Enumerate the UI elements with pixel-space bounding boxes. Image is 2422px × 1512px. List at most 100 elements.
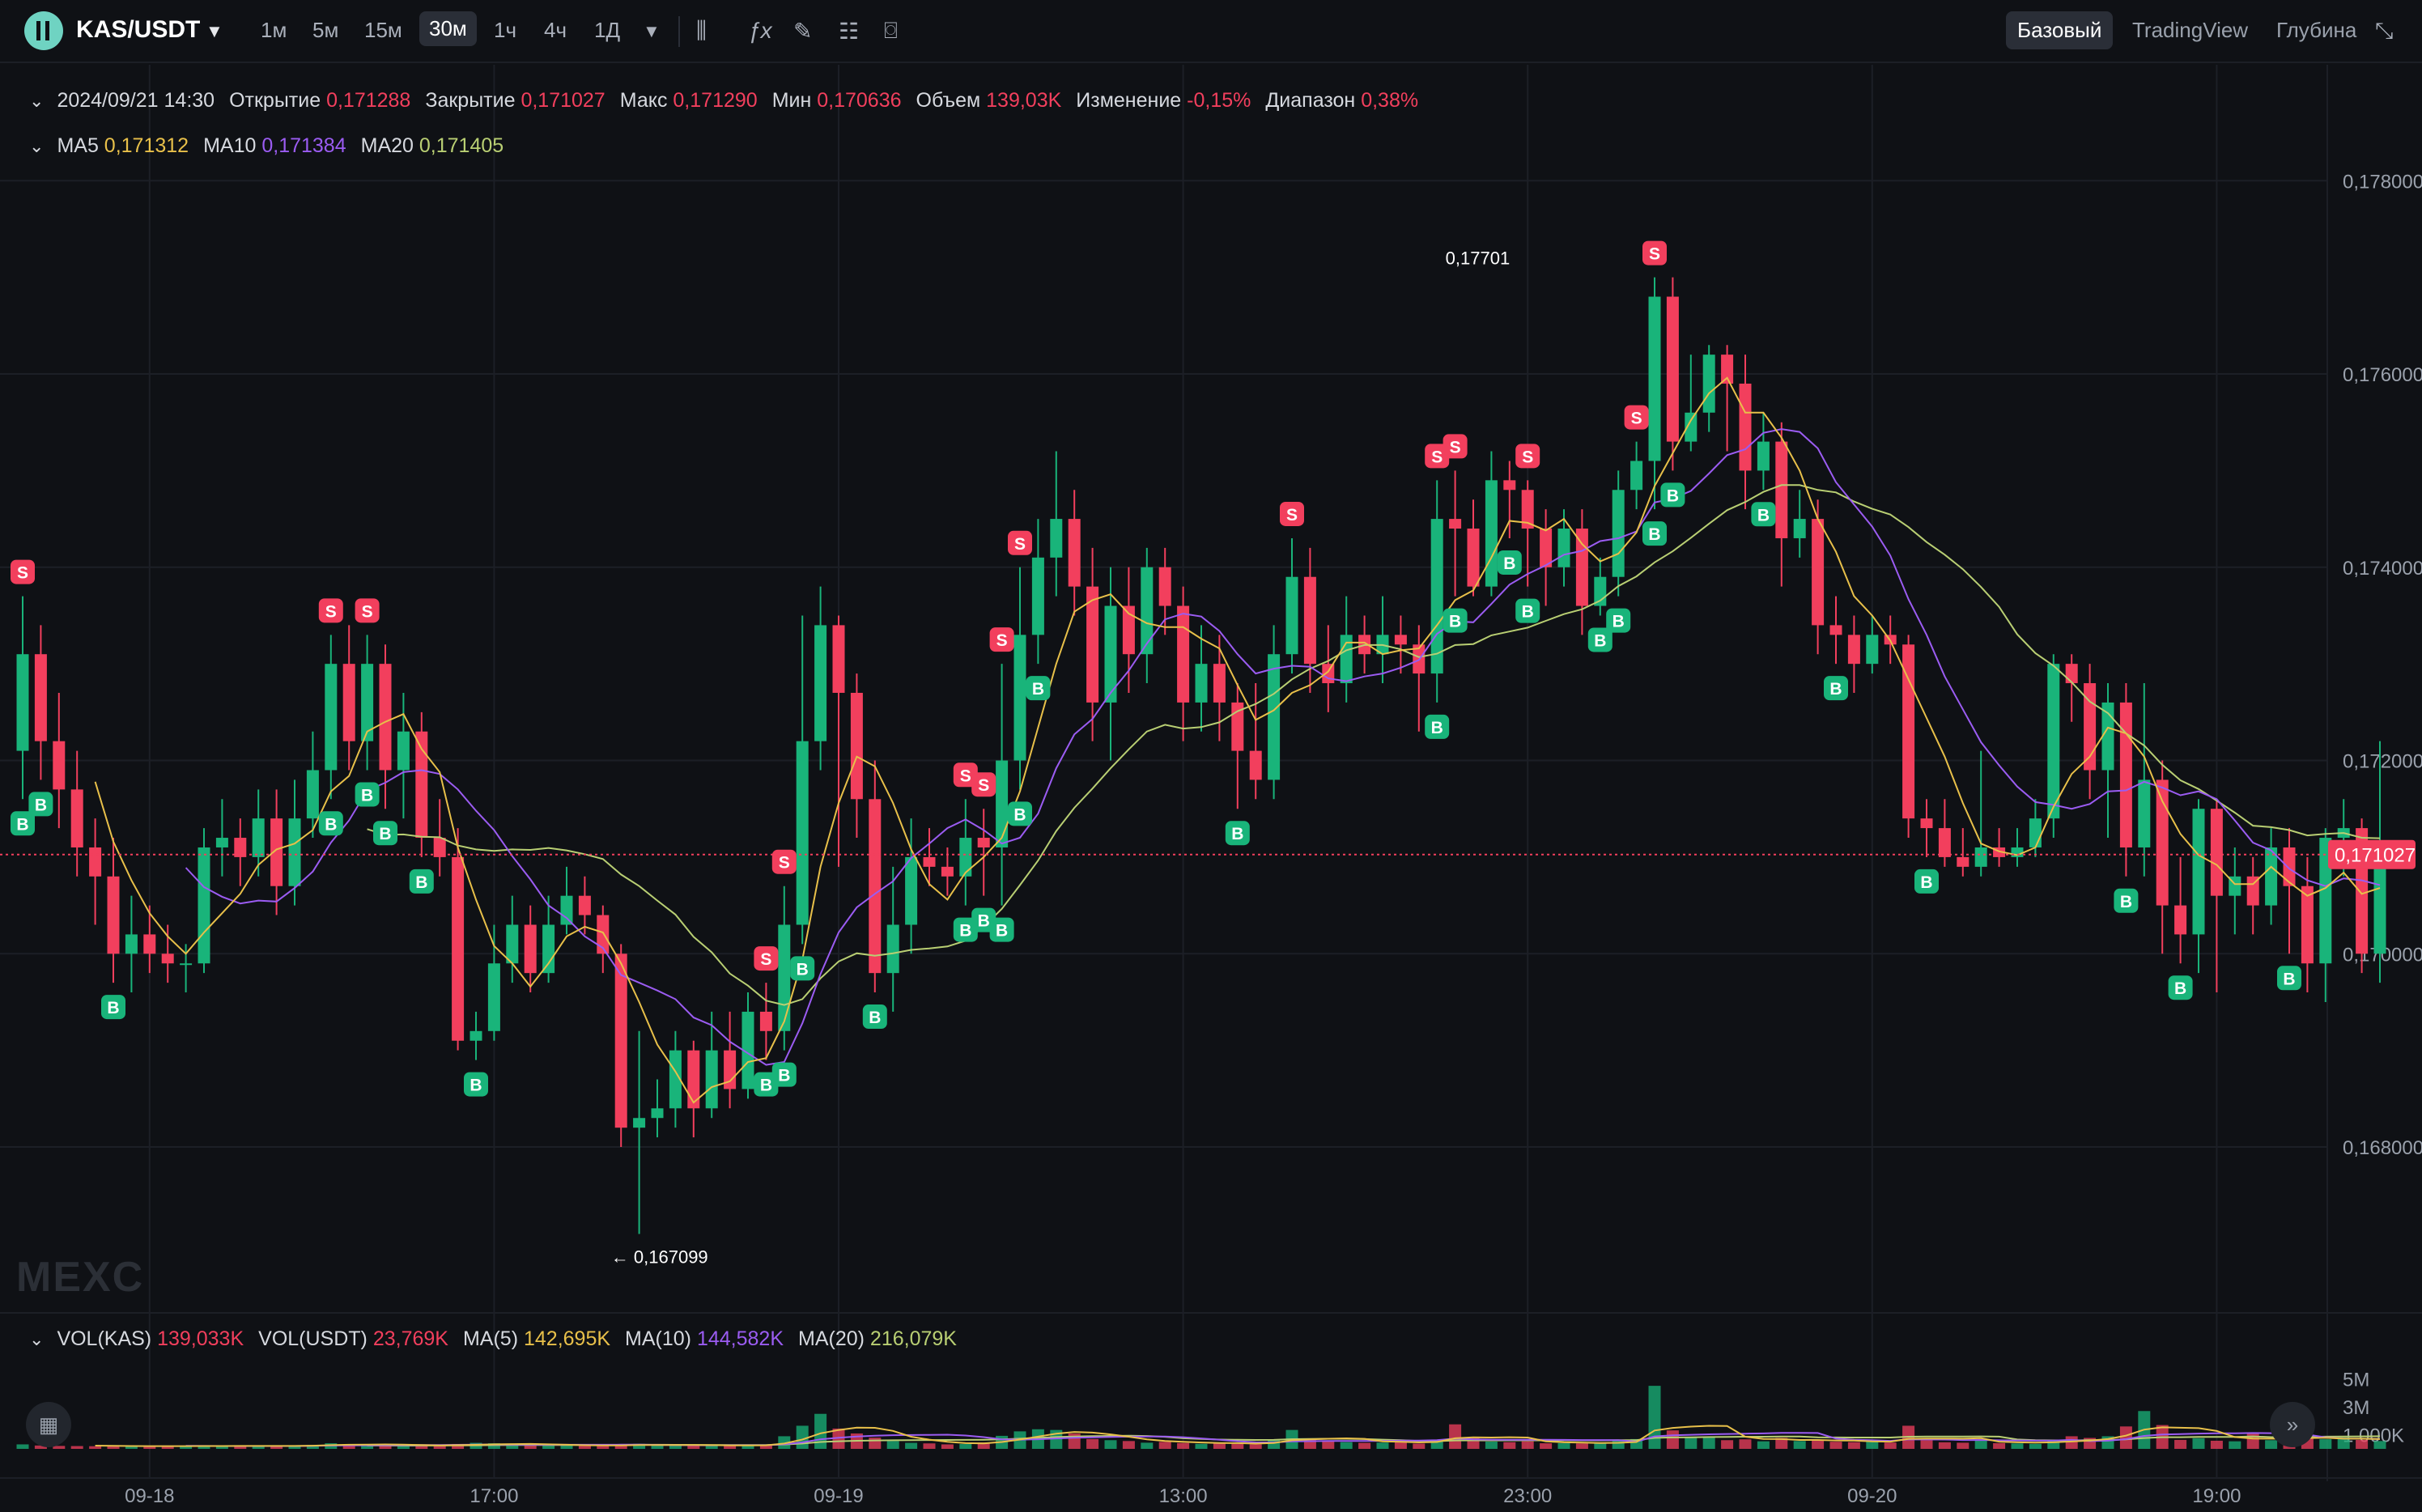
candle — [2319, 838, 2332, 964]
candle — [1974, 847, 1987, 867]
timeframe-1m[interactable]: 1м — [261, 18, 287, 42]
buy-signal-badge — [1497, 550, 1522, 575]
volume-bar — [905, 1442, 918, 1449]
collapse-chevron-icon[interactable]: ⌄ — [29, 136, 45, 156]
volume-bar — [198, 1445, 210, 1449]
volume-bar — [1485, 1442, 1498, 1449]
timeframe-4h[interactable]: 4ч — [544, 18, 567, 42]
volume-bar — [1141, 1442, 1154, 1449]
candle — [234, 838, 247, 857]
signal-badge-label: S — [978, 776, 989, 795]
timeframe-more-icon[interactable]: ▼ — [643, 21, 661, 41]
calendar-icon[interactable]: ▦ — [26, 1402, 71, 1447]
candle — [1503, 480, 1516, 491]
volume-bar — [669, 1446, 682, 1449]
collapse-chevron-icon[interactable]: ⌄ — [29, 91, 45, 111]
candle — [125, 934, 138, 954]
view-depth-button[interactable]: Глубина — [2276, 18, 2357, 42]
candle — [941, 866, 954, 877]
close-value: 0,171027 — [521, 89, 606, 112]
time-tick-label: 13:00 — [1159, 1485, 1208, 1507]
signal-badge-label: B — [1757, 506, 1770, 525]
scroll-right-icon[interactable]: » — [2270, 1402, 2315, 1447]
volume-bar — [107, 1446, 120, 1449]
change-value: -0,15% — [1187, 89, 1251, 112]
candle — [452, 856, 465, 1041]
volume-bar — [1974, 1440, 1987, 1449]
fx-indicator-icon[interactable]: ƒx — [748, 18, 772, 43]
candle — [2047, 664, 2060, 819]
volume-bar — [70, 1446, 83, 1449]
buy-signal-badge — [1587, 627, 1613, 652]
view-basic-button[interactable]: Базовый — [2006, 11, 2114, 49]
timeframe-1h[interactable]: 1ч — [494, 18, 517, 42]
timeframe-1d[interactable]: 1Д — [594, 18, 621, 42]
high-price-annotation: 0,17701 — [1446, 248, 1511, 269]
volume-bar — [34, 1445, 47, 1449]
volume-bar — [487, 1443, 500, 1449]
volume-bar — [1195, 1443, 1208, 1449]
volume-bar — [977, 1442, 990, 1449]
signal-badge-label: B — [1522, 603, 1534, 622]
sell-signal-badge — [1515, 444, 1540, 469]
chevron-down-icon[interactable]: ▼ — [206, 21, 223, 41]
candle — [143, 934, 156, 954]
pencil-icon[interactable]: ✎ — [793, 19, 813, 44]
candle — [2084, 683, 2097, 771]
volume-bar — [1231, 1443, 1244, 1449]
signal-badge-label: B — [107, 999, 119, 1017]
timeframe-15m[interactable]: 15м — [364, 18, 402, 42]
volume-bar — [1540, 1443, 1553, 1449]
volume-bar — [89, 1446, 102, 1449]
volume-bar — [180, 1446, 193, 1449]
top-toolbar: KAS/USDT ▼ 1м 5м 15м 30м 1ч 4ч 1Д ▼ ⫼ ƒx… — [0, 0, 2422, 63]
camera-icon[interactable]: ⌼ — [884, 18, 898, 43]
signal-badge-label: B — [1431, 719, 1443, 737]
vol-kas-value: 139,033K — [157, 1327, 244, 1350]
candle — [1485, 480, 1498, 587]
ma-legend: ⌄ MA5 0,171312 MA10 0,171384 MA20 0,171405 — [29, 134, 504, 158]
signal-badge-label: S — [960, 767, 971, 785]
volume-bar — [1721, 1440, 1734, 1449]
fullscreen-icon[interactable]: ⤡ — [2375, 18, 2394, 43]
candle — [1630, 461, 1643, 491]
volume-bar — [2319, 1439, 2332, 1449]
candle — [923, 856, 936, 867]
volume-bar — [125, 1446, 138, 1449]
layout-icon[interactable]: ☷ — [839, 19, 860, 44]
candle — [1158, 567, 1171, 606]
timeframe-5m[interactable]: 5м — [312, 18, 339, 42]
collapse-chevron-icon[interactable]: ⌄ — [29, 1329, 45, 1349]
signal-badge-label: B — [869, 1009, 881, 1027]
signal-badge-label: B — [1920, 873, 1932, 892]
volume-bar — [597, 1445, 610, 1449]
candle — [1141, 567, 1154, 655]
signal-badge-label: B — [1449, 613, 1461, 631]
candle — [2011, 847, 2024, 857]
buy-signal-badge — [318, 811, 343, 836]
pair-selector[interactable]: KAS/USDT — [76, 16, 201, 43]
candle — [2029, 818, 2042, 847]
high-label: Макс — [619, 89, 668, 112]
ohlc-datetime: 2024/09/21 14:30 — [57, 89, 215, 112]
candles-icon[interactable]: ⫼ — [696, 18, 707, 43]
volume-bar — [2265, 1440, 2278, 1449]
volume-bar — [1322, 1440, 1335, 1449]
candle — [614, 953, 627, 1128]
candle — [759, 1011, 772, 1031]
toolbar-divider — [678, 16, 680, 47]
candle — [53, 741, 66, 790]
volume-bar — [2373, 1441, 2386, 1449]
volume-bar — [614, 1445, 627, 1449]
timeframe-30m[interactable]: 30м — [419, 11, 477, 46]
volume-bar — [778, 1436, 791, 1449]
candle — [1050, 519, 1063, 558]
signal-badge-label: B — [959, 922, 971, 941]
view-tradingview-button[interactable]: TradingView — [2132, 18, 2249, 42]
range-label: Диапазон — [1265, 89, 1356, 112]
volume-bar — [651, 1445, 664, 1449]
volume-bar — [1249, 1444, 1262, 1449]
volume-bar — [724, 1445, 737, 1449]
ma5-value: 0,171312 — [104, 134, 189, 157]
